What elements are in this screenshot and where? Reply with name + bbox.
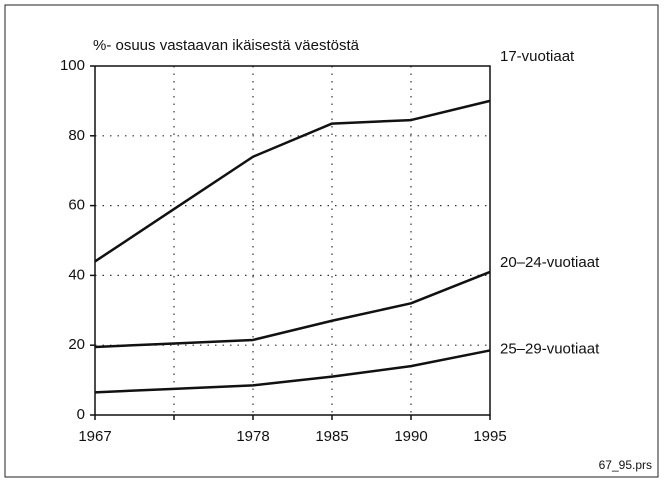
y-tick-label: 20 xyxy=(68,336,85,353)
y-tick-label: 60 xyxy=(68,197,85,214)
series-line xyxy=(94,270,491,349)
y-tick-label: 80 xyxy=(68,127,85,144)
frame xyxy=(4,4,659,478)
y-tick-label: 100 xyxy=(60,57,85,74)
axes xyxy=(94,65,491,416)
series-line xyxy=(94,99,491,263)
x-tick-label: 1990 xyxy=(394,428,427,445)
series-label: 17-vuotiaat xyxy=(500,48,575,65)
y-tick-label: 40 xyxy=(68,266,85,283)
x-tick-label: 1967 xyxy=(78,428,111,445)
y-axis-label: %- osuus vastaavan ikäisestä väestöstä xyxy=(93,37,360,54)
series-label: 25–29-vuotiaat xyxy=(500,340,600,357)
x-tick-label: 1978 xyxy=(236,428,269,445)
x-tick-label: 1985 xyxy=(315,428,348,445)
x-tick-label: 1995 xyxy=(473,428,506,445)
series-label: 20–24-vuotiaat xyxy=(500,254,600,271)
footnote: 67_95.prs xyxy=(599,458,652,472)
series-line xyxy=(94,349,491,394)
y-tick-label: 0 xyxy=(77,406,85,423)
